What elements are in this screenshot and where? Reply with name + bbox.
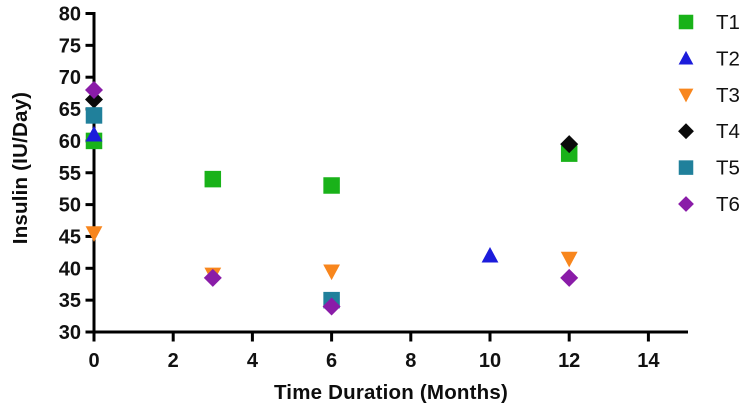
y-tick-label-40: 40	[59, 258, 81, 280]
data-point-T1-square-icon	[204, 170, 222, 188]
y-tick-label-70: 70	[59, 67, 81, 89]
data-point-T6-diamond-icon	[560, 268, 579, 287]
x-tick-label-4: 4	[247, 350, 259, 372]
y-tick-label-65: 65	[59, 99, 81, 121]
data-point-T6-diamond-icon	[85, 80, 103, 99]
x-tick-label-8: 8	[405, 350, 416, 372]
x-tick-label-14: 14	[637, 350, 660, 372]
legend-label-T1: T1	[716, 11, 740, 34]
y-tick-label-80: 80	[59, 4, 81, 26]
data-point-T3-triangle-down-icon	[323, 264, 340, 281]
x-tick-label-12: 12	[558, 350, 580, 372]
data-point-T5-square-icon	[85, 107, 103, 124]
y-tick-label-30: 30	[59, 322, 81, 344]
x-axis-title: Time Duration (Months)	[273, 381, 509, 404]
legend-marker-T3-triangle-down-icon	[678, 88, 694, 103]
data-point-T3-triangle-down-icon	[85, 226, 103, 242]
y-tick-label-75: 75	[59, 35, 81, 57]
legend-marker-T5-square-icon	[678, 160, 694, 175]
y-tick-label-55: 55	[59, 163, 81, 185]
x-tick-label-6: 6	[326, 350, 337, 372]
y-tick-label-45: 45	[59, 226, 81, 248]
legend-label-T4: T4	[716, 120, 740, 143]
y-tick-label-60: 60	[59, 131, 81, 153]
x-tick-label-10: 10	[479, 350, 501, 372]
legend-marker-T6-diamond-icon	[678, 196, 694, 212]
data-point-T3-triangle-down-icon	[560, 251, 578, 268]
y-tick-label-35: 35	[59, 290, 81, 312]
data-point-T4-diamond-icon	[85, 90, 103, 109]
legend-marker-T1-square-icon	[678, 14, 694, 30]
legend-label-T3: T3	[716, 84, 740, 107]
data-point-T6-diamond-icon	[203, 268, 222, 287]
legend-marker-T2-triangle-up-icon	[678, 50, 694, 65]
x-tick-label-2: 2	[168, 350, 179, 372]
data-point-T1-square-icon	[560, 145, 578, 162]
x-tick-label-0: 0	[88, 350, 99, 372]
legend-label-T6: T6	[716, 193, 740, 216]
legend-label-T5: T5	[716, 157, 740, 180]
data-point-T6-diamond-icon	[322, 297, 341, 316]
data-point-T4-diamond-icon	[560, 135, 579, 154]
legend-marker-T4-diamond-icon	[678, 123, 694, 140]
data-point-T2-triangle-up-icon	[481, 246, 499, 263]
data-point-T1-square-icon	[323, 177, 340, 194]
legend-label-T2: T2	[716, 47, 740, 70]
data-point-T2-triangle-up-icon	[85, 125, 103, 142]
y-tick-label-50: 50	[59, 195, 81, 217]
